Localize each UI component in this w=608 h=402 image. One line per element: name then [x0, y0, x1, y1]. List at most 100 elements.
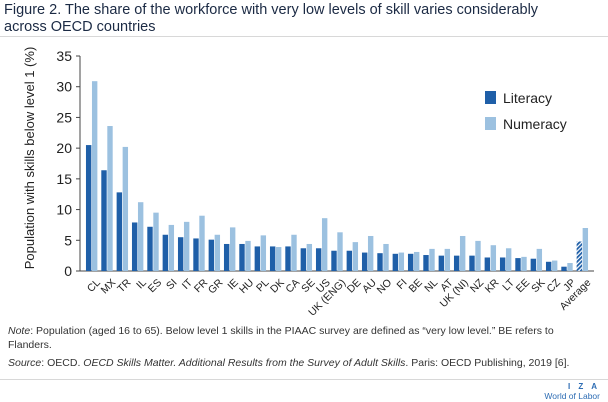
x-tick-label: SI	[164, 277, 180, 293]
bar-literacy-cz	[545, 261, 552, 271]
world-of-labor-text: World of Labor	[544, 391, 600, 401]
bar-numeracy-si	[168, 224, 175, 271]
x-tick-label: FI	[394, 277, 409, 292]
bar-numeracy-sk	[536, 248, 543, 271]
figure-title: Figure 2. The share of the workforce wit…	[4, 2, 600, 36]
title-divider	[0, 36, 608, 37]
bar-literacy-se	[300, 248, 307, 271]
bar-numeracy-hu	[245, 240, 251, 271]
y-tick-label: 15	[56, 171, 72, 187]
legend: Literacy Numeracy	[485, 90, 567, 132]
bar-numeracy-dk	[275, 247, 282, 271]
bar-numeracy-us	[321, 218, 328, 271]
bar-literacy-kr	[484, 257, 491, 271]
figure-source: Source: OECD. OECD Skills Matter. Additi…	[8, 356, 600, 370]
bar-numeracy-se	[306, 243, 313, 271]
bar-chart: Population with skills below level 1 (%)…	[22, 47, 594, 319]
bar-literacy-de	[346, 250, 353, 271]
y-tick-label: 10	[56, 202, 72, 218]
x-tick-label: Average	[558, 277, 594, 313]
x-tick-label: GR	[206, 276, 226, 296]
bar-numeracy-average	[582, 228, 589, 271]
bar-numeracy-mx	[107, 126, 113, 272]
x-tick-label: NO	[375, 277, 395, 297]
y-axis-label: Population with skills below level 1 (%)	[22, 47, 37, 270]
bar-literacy-si	[162, 234, 169, 271]
source-text-after: . Paris: OECD Publishing, 2019 [6].	[405, 357, 570, 369]
x-tick-label: ES	[146, 277, 164, 295]
footer-divider	[0, 379, 608, 380]
bar-literacy-be	[407, 253, 414, 271]
bar-literacy-ca	[285, 246, 291, 271]
bar-literacy-es	[147, 226, 153, 271]
x-tick-label: KR	[483, 276, 502, 295]
y-tick-label: 35	[56, 48, 72, 64]
bar-numeracy-uk-ni	[459, 235, 466, 271]
bar-literacy-sk	[530, 258, 537, 271]
bar-numeracy-de	[352, 242, 359, 271]
bar-numeracy-ca	[291, 234, 297, 271]
bar-numeracy-uk-eng	[337, 232, 343, 271]
bar-numeracy-lt	[505, 248, 512, 271]
bar-literacy-us	[315, 248, 322, 271]
bar-literacy-cl	[85, 145, 92, 271]
bar-numeracy-be	[413, 251, 420, 271]
bar-literacy-no	[377, 253, 383, 271]
bar-literacy-uk-eng	[331, 250, 337, 271]
iza-logo-text: I Z A	[567, 382, 600, 391]
y-tick-label: 0	[64, 263, 72, 279]
bar-literacy-ie	[223, 243, 230, 271]
figure-note: Note: Population (aged 16 to 65). Below …	[8, 324, 600, 352]
bar-literacy-average	[576, 241, 583, 271]
bar-literacy-at	[438, 255, 445, 271]
bar-numeracy-tr	[122, 146, 129, 271]
bar-literacy-gr	[208, 239, 215, 271]
legend-label-numeracy: Numeracy	[503, 116, 567, 132]
y-axis: 0 5 10 15 20 25 30 35	[56, 48, 594, 279]
bar-numeracy-pl	[260, 235, 267, 271]
bar-literacy-it	[177, 237, 184, 271]
bar-literacy-fi	[392, 253, 399, 271]
bar-numeracy-ee	[521, 256, 527, 271]
note-label: Note	[8, 325, 31, 337]
figure-title-line-1: Figure 2. The share of the workforce wit…	[4, 2, 539, 18]
source-text-before: : OECD.	[41, 357, 84, 369]
bar-literacy-tr	[116, 192, 123, 271]
legend-label-literacy: Literacy	[503, 90, 552, 106]
bar-numeracy-ie	[229, 227, 236, 271]
source-publication-title: OECD Skills Matter. Additional Results f…	[83, 357, 406, 369]
bar-numeracy-cz	[551, 260, 558, 271]
bar-numeracy-it	[183, 221, 190, 271]
bar-numeracy-at	[444, 248, 451, 271]
bar-literacy-nz	[469, 255, 475, 271]
bar-numeracy-nz	[475, 240, 481, 271]
bar-literacy-hu	[239, 243, 245, 271]
bar-literacy-lt	[499, 257, 506, 271]
figure-title-line-2: across OECD countries	[4, 19, 156, 35]
bar-numeracy-es	[153, 212, 159, 271]
bar-literacy-il	[131, 222, 138, 271]
legend-swatch-literacy	[485, 91, 496, 104]
bar-literacy-fr	[193, 238, 199, 271]
note-text: : Population (aged 16 to 65). Below leve…	[8, 325, 554, 351]
bar-literacy-pl	[254, 246, 261, 271]
bar-literacy-dk	[269, 246, 276, 271]
bar-numeracy-gr	[214, 234, 221, 271]
x-tick-label: TR	[115, 276, 134, 295]
bars	[85, 81, 589, 272]
y-tick-label: 30	[56, 79, 72, 95]
y-tick-label: 20	[56, 140, 72, 156]
bar-literacy-uk-ni	[453, 255, 460, 271]
bar-literacy-nl	[423, 255, 429, 271]
y-tick-label: 5	[64, 232, 72, 248]
y-tick-label: 25	[56, 109, 72, 125]
bar-numeracy-au	[367, 235, 374, 271]
bar-numeracy-fr	[199, 215, 205, 271]
bar-literacy-jp	[561, 266, 567, 271]
bar-numeracy-cl	[91, 81, 98, 271]
bar-literacy-mx	[101, 170, 107, 271]
x-tick-label: IL	[134, 277, 149, 292]
bar-numeracy-fi	[398, 252, 405, 271]
bar-numeracy-nl	[429, 248, 435, 271]
